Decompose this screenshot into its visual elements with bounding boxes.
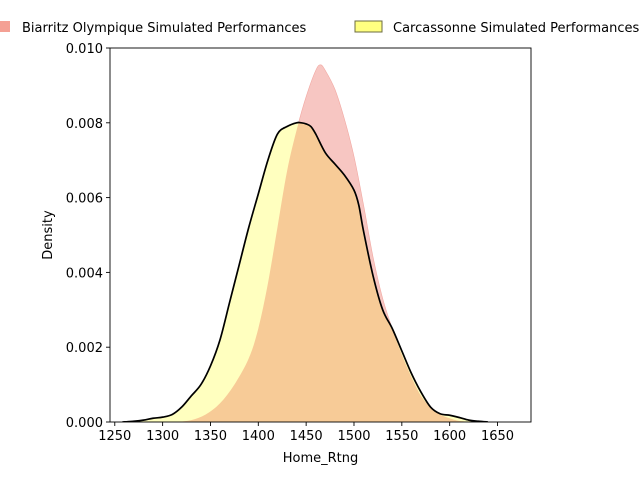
y-tick-label: 0.010 — [66, 42, 103, 57]
x-tick-label: 1450 — [290, 429, 323, 444]
x-tick-label: 1400 — [242, 429, 275, 444]
plot-area: 1250 1300 1350 1400 1450 1500 1550 1600 1650 0.0… — [41, 42, 532, 466]
y-axis-ticks: 0.000 0.002 0.004 0.006 0.008 0.010 — [66, 42, 110, 431]
x-tick-label: 1650 — [481, 429, 514, 444]
y-tick-label: 0.000 — [66, 416, 103, 431]
y-axis-label: Density — [41, 210, 56, 260]
legend-swatch-biarritz — [0, 21, 10, 32]
plot-frame — [109, 47, 532, 423]
legend-label-biarritz: Biarritz Olympique Simulated Performance… — [22, 21, 307, 36]
legend-label-carcassonne: Carcassonne Simulated Performances — [393, 21, 640, 36]
x-tick-label: 1550 — [385, 429, 418, 444]
x-tick-label: 1300 — [146, 429, 179, 444]
x-tick-label: 1250 — [98, 429, 131, 444]
y-tick-label: 0.008 — [66, 117, 103, 132]
x-axis-ticks: 1250 1300 1350 1400 1450 1500 1550 1600 1650 — [98, 422, 514, 444]
x-tick-label: 1500 — [337, 429, 370, 444]
x-axis-label: Home_Rtng — [283, 451, 359, 466]
y-tick-label: 0.004 — [66, 266, 103, 281]
series-overlap-area — [176, 122, 474, 422]
y-tick-label: 0.002 — [66, 341, 103, 356]
x-tick-label: 1600 — [433, 429, 466, 444]
x-tick-label: 1350 — [194, 429, 227, 444]
legend: Biarritz Olympique Simulated Performance… — [0, 20, 640, 36]
y-tick-label: 0.006 — [66, 192, 103, 207]
series-carcassonne-line — [122, 121, 489, 422]
legend-swatch-carcassonne — [354, 20, 383, 33]
